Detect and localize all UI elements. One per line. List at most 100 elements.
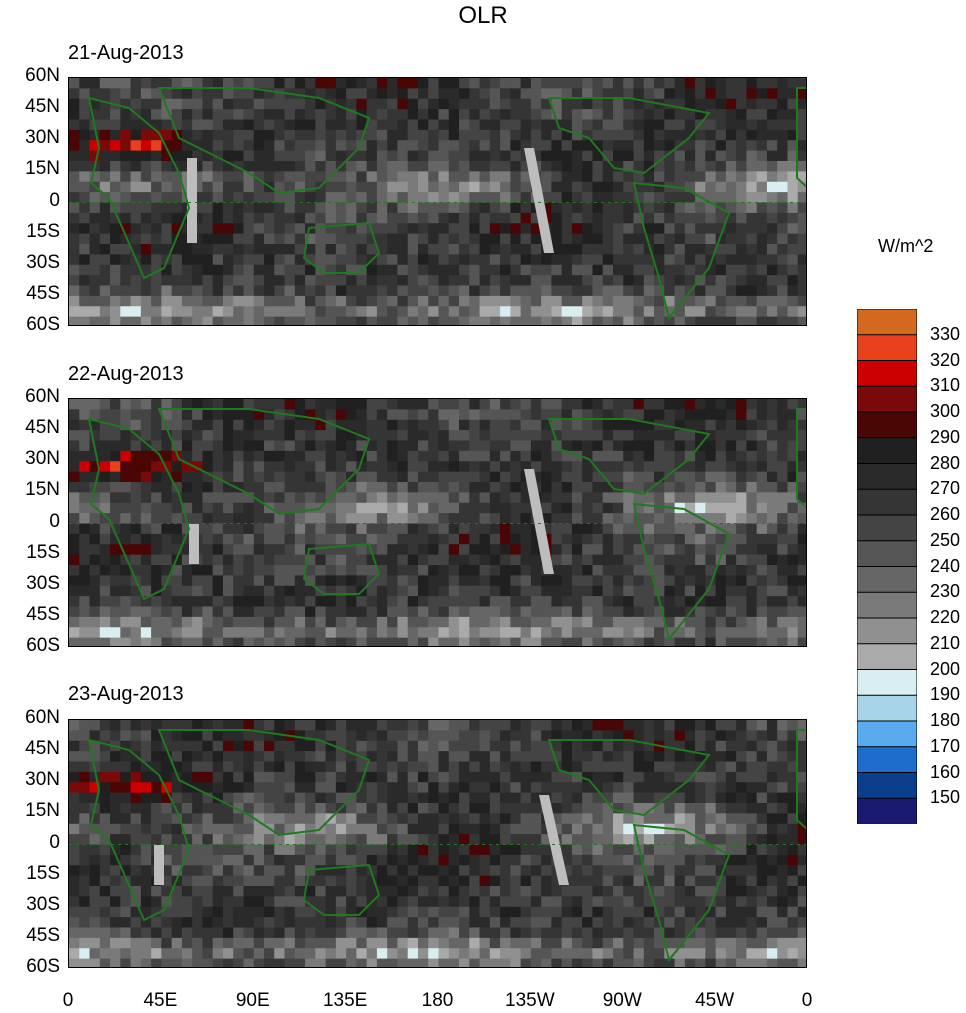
lat-tick-label: 30S	[26, 251, 60, 273]
colorbar-level-label: 220	[930, 607, 961, 627]
lon-tick-label: 180	[421, 990, 454, 1011]
coastline	[547, 418, 711, 496]
colorbar-units: W/m^2	[878, 236, 934, 256]
lon-tick-label: 135W	[505, 990, 555, 1011]
lat-tick-label: 30N	[25, 127, 60, 149]
colorbar-swatch	[857, 617, 917, 645]
missing-data-swath	[154, 845, 164, 885]
lat-tick-label: 15N	[25, 479, 60, 501]
coastline	[632, 823, 731, 963]
colorbar-level-label: 320	[930, 349, 961, 370]
coastline	[547, 739, 711, 817]
lat-tick-label: 0	[49, 831, 60, 853]
coastline	[87, 96, 191, 280]
coastline	[302, 863, 381, 916]
colorbar-level-label: 240	[930, 555, 961, 576]
panel-date-1: 21-Aug-2013	[68, 42, 184, 64]
colorbar-swatch	[857, 591, 917, 619]
lat-tick-label: 45N	[25, 96, 60, 118]
panel-date-2: 22-Aug-2013	[68, 363, 184, 385]
colorbar-swatch	[857, 488, 917, 516]
colorbar-swatch	[857, 385, 917, 413]
lat-tick-label: 60S	[26, 314, 60, 335]
lat-tick-label: 15S	[26, 541, 60, 563]
colorbar-swatch	[857, 772, 917, 800]
colorbar-swatch	[857, 309, 917, 336]
olr-contour-field	[69, 720, 806, 967]
colorbar-level-label: 280	[930, 452, 961, 473]
lat-tick-label: 60N	[25, 707, 60, 728]
lat-tick-label: 15S	[26, 862, 60, 884]
olr-map-2	[68, 398, 807, 647]
lat-tick-label: 45N	[25, 417, 60, 439]
colorbar-level-label: 180	[930, 710, 961, 730]
coastline	[87, 738, 191, 922]
lat-tick-label: 45S	[26, 924, 60, 946]
colorbar-level-label: 310	[930, 375, 961, 396]
lat-tick-label: 0	[49, 189, 60, 211]
colorbar-swatch	[857, 566, 917, 594]
lat-tick-label: 15N	[25, 158, 60, 180]
colorbar-level-label: 330	[930, 323, 961, 344]
colorbar-level-label: 200	[930, 658, 961, 679]
missing-data-swath	[187, 158, 197, 243]
colorbar-level-label: 260	[930, 504, 961, 524]
olr-contour-field	[69, 399, 806, 646]
lat-tick-label: 60N	[25, 65, 60, 86]
lat-tick-label: 60N	[25, 386, 60, 407]
lon-tick-label: 45E	[143, 990, 178, 1011]
colorbar-level-label: 170	[930, 735, 961, 756]
lat-tick-label: 15S	[26, 220, 60, 242]
lon-tick-label: 135E	[322, 990, 368, 1011]
colorbar-level-label: 210	[930, 632, 961, 653]
lon-tick-label: 0	[801, 990, 813, 1011]
coastline	[632, 502, 731, 642]
lon-tick-label: 90E	[235, 990, 270, 1011]
lon-tick-label: 90W	[602, 990, 642, 1011]
olr-map-3	[68, 719, 807, 968]
lat-tick-label: 0	[49, 510, 60, 532]
coastline	[632, 181, 731, 321]
colorbar-swatch	[857, 360, 917, 388]
colorbar-level-label: 270	[930, 478, 961, 499]
missing-data-swath	[539, 795, 569, 885]
lat-tick-label: 30S	[26, 893, 60, 915]
colorbar-level-label: 250	[930, 529, 961, 550]
colorbar-swatch	[857, 746, 917, 774]
figure-title: OLR	[458, 2, 508, 29]
coastline	[796, 87, 806, 188]
lat-tick-label: 45N	[25, 738, 60, 760]
colorbar-level-label: 300	[930, 401, 961, 421]
lat-tick-label: 60S	[26, 956, 60, 977]
coastline	[796, 729, 806, 830]
colorbar-swatch	[857, 334, 917, 362]
colorbar-level-label: 160	[930, 761, 961, 782]
coastline	[87, 417, 191, 601]
coastline	[547, 97, 711, 175]
missing-data-swath	[189, 524, 199, 564]
coastline	[157, 87, 371, 195]
colorbar-swatch	[857, 797, 917, 824]
colorbar-swatch	[857, 694, 917, 722]
lat-tick-label: 60S	[26, 635, 60, 656]
lat-tick-label: 45S	[26, 282, 60, 304]
lat-tick-label: 30S	[26, 572, 60, 594]
colorbar	[857, 309, 917, 824]
lat-tick-label: 15N	[25, 800, 60, 822]
coastline	[157, 729, 371, 837]
coastline	[302, 221, 381, 274]
coastline	[796, 408, 806, 509]
panel-date-3: 23-Aug-2013	[68, 683, 184, 705]
colorbar-level-label: 290	[930, 426, 961, 447]
lat-tick-label: 30N	[25, 769, 60, 791]
coastline	[157, 408, 371, 516]
lon-tick-label: 0	[62, 990, 74, 1011]
colorbar-swatch	[857, 540, 917, 568]
lat-tick-label: 45S	[26, 603, 60, 625]
colorbar-swatch	[857, 720, 917, 748]
colorbar-swatch	[857, 463, 917, 491]
colorbar-swatch	[857, 437, 917, 465]
missing-data-swath	[524, 148, 554, 253]
colorbar-level-label: 190	[930, 684, 961, 705]
